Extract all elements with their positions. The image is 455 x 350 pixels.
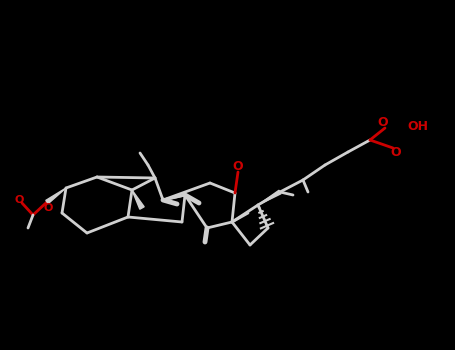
Text: O: O <box>378 117 388 130</box>
Polygon shape <box>46 188 66 204</box>
Text: O: O <box>391 147 401 160</box>
Text: O: O <box>43 203 53 213</box>
Polygon shape <box>132 190 144 209</box>
Text: O: O <box>233 161 243 174</box>
Polygon shape <box>258 190 281 205</box>
Text: OH: OH <box>408 120 429 133</box>
Text: O: O <box>14 195 24 205</box>
